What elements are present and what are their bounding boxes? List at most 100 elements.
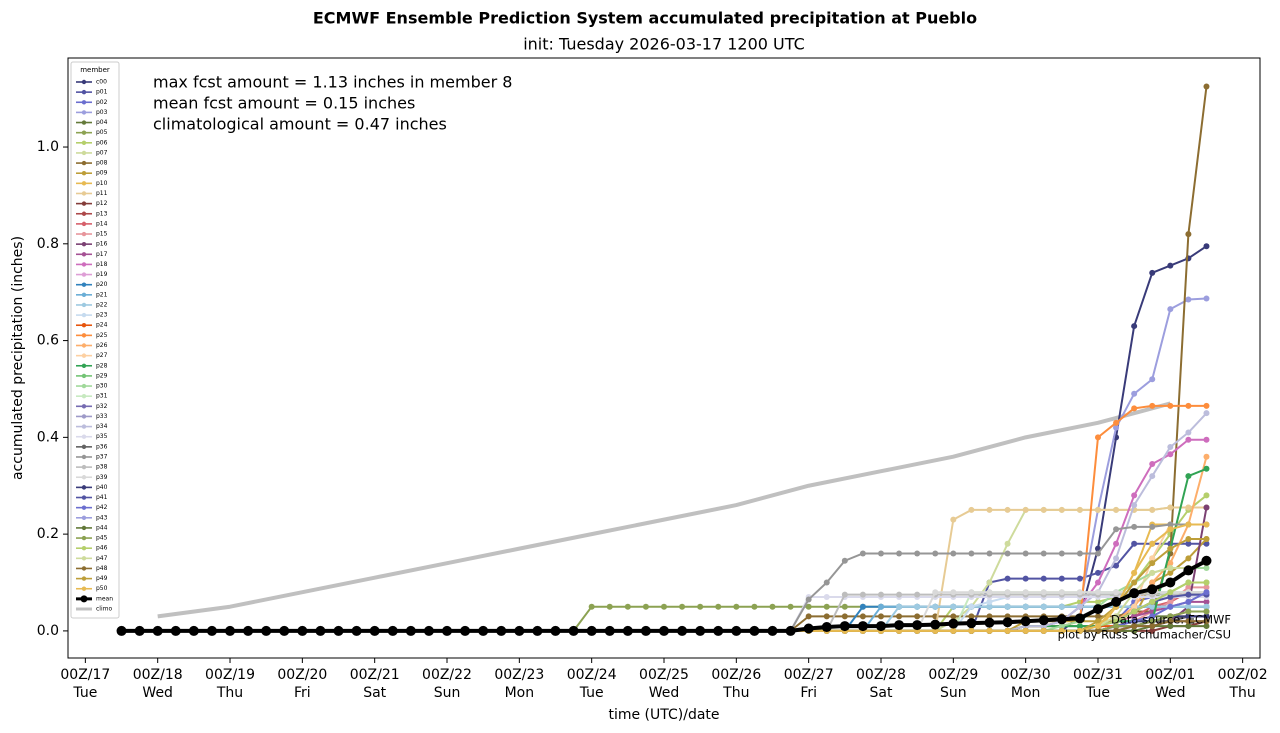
legend-label: p43 bbox=[96, 514, 108, 521]
legend-label: p35 bbox=[96, 433, 108, 440]
legend-label: p25 bbox=[96, 332, 108, 339]
x-tick-day: Fri bbox=[800, 685, 817, 701]
data-point bbox=[1113, 555, 1120, 562]
legend-marker bbox=[81, 424, 87, 429]
legend-label: p49 bbox=[96, 575, 108, 582]
data-point bbox=[986, 613, 993, 620]
data-point bbox=[1167, 526, 1174, 533]
x-tick-day: Wed bbox=[1155, 685, 1186, 701]
x-tick-day: Wed bbox=[142, 685, 173, 701]
data-point bbox=[1167, 594, 1174, 601]
data-point bbox=[1149, 613, 1156, 620]
data-point bbox=[805, 613, 812, 620]
data-point bbox=[1094, 434, 1101, 441]
legend-label: p12 bbox=[96, 200, 108, 207]
data-point bbox=[1113, 526, 1120, 533]
data-point bbox=[1131, 492, 1138, 499]
x-tick-label: 00Z/26 bbox=[711, 667, 761, 683]
data-point bbox=[841, 603, 848, 610]
x-tick-day: Fri bbox=[294, 685, 311, 701]
data-point bbox=[1203, 465, 1210, 472]
legend-marker bbox=[81, 373, 87, 379]
data-point bbox=[896, 613, 903, 620]
x-tick-label: 00Z/01 bbox=[1145, 667, 1195, 683]
data-point bbox=[642, 603, 649, 610]
legend-label: p06 bbox=[96, 139, 108, 146]
legend-label: p30 bbox=[96, 383, 108, 390]
data-point bbox=[1149, 603, 1156, 610]
data-point bbox=[986, 598, 993, 605]
data-point bbox=[785, 625, 796, 636]
legend-label: p16 bbox=[96, 241, 108, 248]
data-point bbox=[1203, 589, 1210, 596]
legend-label: p48 bbox=[96, 565, 108, 572]
legend-marker bbox=[81, 221, 87, 227]
data-point bbox=[1201, 555, 1212, 566]
legend-label: p27 bbox=[96, 352, 108, 359]
data-point bbox=[950, 613, 957, 620]
annotation: climatological amount = 0.47 inches bbox=[153, 115, 447, 134]
data-point bbox=[1092, 604, 1103, 615]
data-point bbox=[1167, 444, 1174, 451]
data-point bbox=[713, 625, 724, 636]
legend-label: p08 bbox=[96, 160, 108, 167]
data-point bbox=[550, 625, 561, 636]
data-point bbox=[1076, 575, 1083, 582]
legend-marker bbox=[81, 414, 87, 419]
data-point bbox=[803, 623, 814, 634]
data-point bbox=[478, 625, 489, 636]
chart-subtitle: init: Tuesday 2026-03-17 1200 UTC bbox=[523, 35, 805, 54]
legend-label: p05 bbox=[96, 129, 108, 136]
annotation: mean fcst amount = 0.15 inches bbox=[153, 94, 415, 113]
data-point bbox=[1113, 623, 1120, 630]
data-point bbox=[1004, 603, 1011, 610]
data-point bbox=[986, 603, 993, 610]
data-point bbox=[695, 625, 706, 636]
data-point bbox=[1113, 424, 1120, 431]
legend-label: p03 bbox=[96, 109, 108, 116]
data-point bbox=[896, 591, 903, 598]
legend-label: p37 bbox=[96, 453, 108, 460]
data-point bbox=[1022, 550, 1029, 557]
legend-title: member bbox=[80, 66, 110, 74]
data-point bbox=[1058, 506, 1065, 513]
x-tick-label: 00Z/22 bbox=[422, 667, 472, 683]
data-point bbox=[1149, 569, 1156, 576]
data-point bbox=[968, 589, 975, 596]
legend-marker bbox=[81, 241, 87, 247]
legend-marker bbox=[81, 100, 87, 105]
x-tick-label: 00Z/20 bbox=[277, 667, 327, 683]
legend-label: p32 bbox=[96, 403, 108, 410]
data-point bbox=[1076, 627, 1083, 634]
data-point bbox=[877, 550, 884, 557]
data-point bbox=[1167, 451, 1174, 458]
y-tick-label: 0.2 bbox=[37, 526, 59, 542]
data-point bbox=[315, 625, 326, 636]
data-point bbox=[677, 625, 688, 636]
legend-marker bbox=[81, 363, 87, 368]
data-point bbox=[423, 625, 434, 636]
data-point bbox=[986, 506, 993, 513]
legend-marker bbox=[81, 566, 87, 571]
data-point bbox=[622, 625, 633, 636]
data-point bbox=[1167, 545, 1174, 552]
legend-marker bbox=[81, 475, 87, 480]
data-point bbox=[986, 627, 993, 634]
data-point bbox=[1113, 506, 1120, 513]
data-point bbox=[568, 625, 579, 636]
legend-marker bbox=[81, 323, 87, 328]
data-point bbox=[1149, 555, 1156, 562]
legend-marker bbox=[81, 586, 87, 591]
legend-marker bbox=[81, 535, 87, 541]
legend-label: p09 bbox=[96, 170, 108, 177]
y-tick-label: 0.0 bbox=[37, 623, 59, 639]
legend-label: p33 bbox=[96, 413, 108, 420]
legend-marker bbox=[81, 252, 87, 257]
legend-marker bbox=[81, 292, 87, 298]
data-point bbox=[1203, 295, 1210, 302]
legend-marker bbox=[81, 272, 87, 277]
legend-label: p42 bbox=[96, 504, 108, 511]
data-point bbox=[1185, 608, 1192, 615]
legend-marker bbox=[81, 191, 87, 196]
